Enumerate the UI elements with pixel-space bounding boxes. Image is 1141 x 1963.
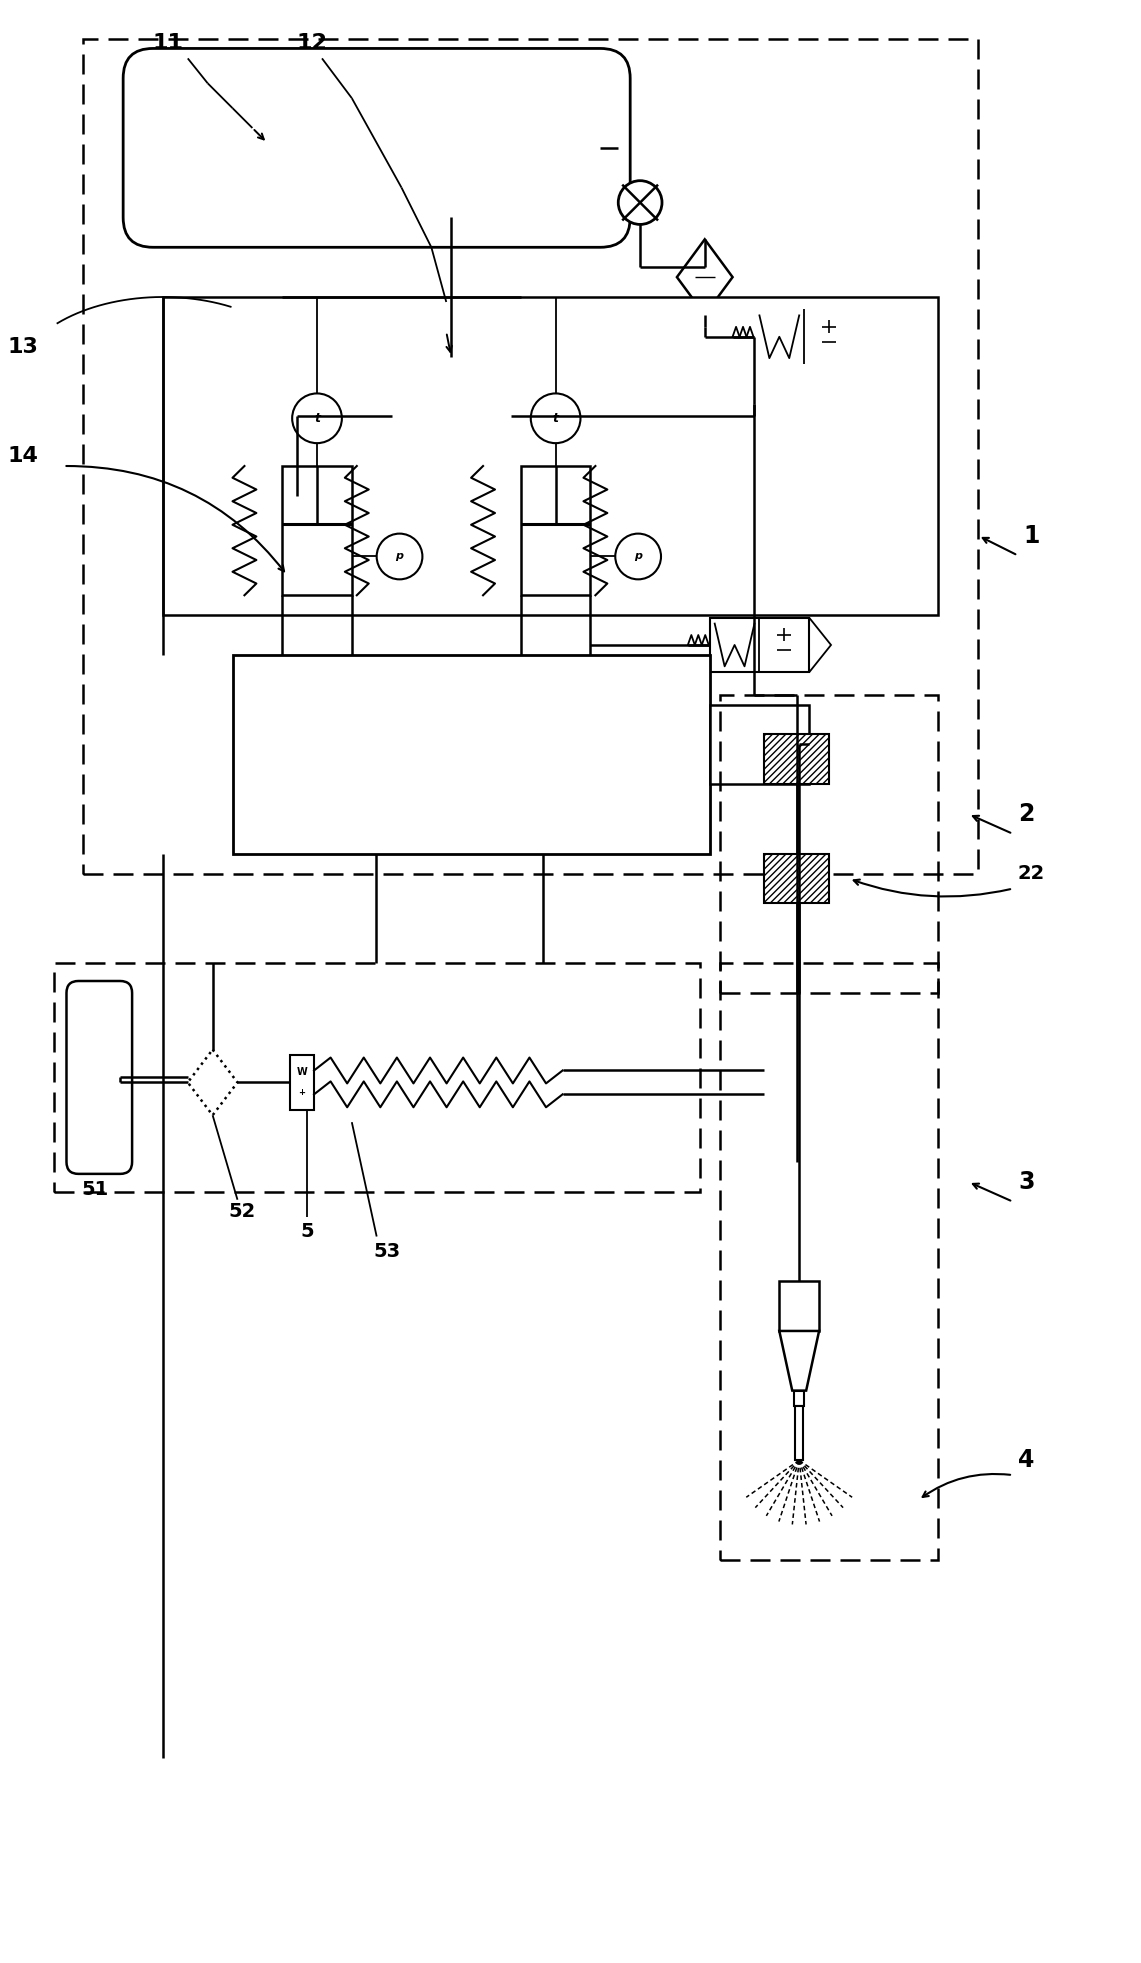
Text: 13: 13	[8, 338, 39, 357]
Polygon shape	[290, 1054, 314, 1111]
Polygon shape	[795, 1406, 803, 1460]
Text: 22: 22	[1018, 864, 1045, 883]
Circle shape	[377, 534, 422, 579]
Text: 12: 12	[297, 33, 327, 53]
Text: p: p	[634, 552, 642, 561]
Circle shape	[615, 534, 661, 579]
Polygon shape	[779, 1282, 819, 1331]
Text: t: t	[552, 412, 559, 424]
Circle shape	[618, 181, 662, 224]
Circle shape	[391, 357, 511, 475]
Circle shape	[292, 393, 342, 444]
Polygon shape	[754, 310, 853, 363]
Text: 5: 5	[300, 1223, 314, 1241]
Text: 2: 2	[1018, 803, 1034, 826]
Polygon shape	[710, 705, 809, 783]
Text: 52: 52	[229, 1201, 256, 1221]
Text: W: W	[297, 1068, 307, 1078]
Polygon shape	[764, 734, 830, 783]
Text: 4: 4	[1018, 1449, 1034, 1472]
Polygon shape	[163, 296, 938, 614]
Polygon shape	[282, 465, 351, 595]
Text: +: +	[299, 1088, 306, 1097]
Polygon shape	[423, 385, 489, 448]
FancyBboxPatch shape	[66, 982, 132, 1174]
Polygon shape	[764, 854, 830, 903]
Text: 53: 53	[373, 1243, 400, 1260]
Text: 3: 3	[1018, 1170, 1035, 1194]
Polygon shape	[233, 656, 710, 854]
Polygon shape	[779, 1331, 819, 1390]
Text: 51: 51	[81, 1180, 108, 1199]
Text: 14: 14	[8, 446, 39, 465]
Text: p: p	[396, 552, 404, 561]
Text: t: t	[314, 412, 319, 424]
Polygon shape	[710, 618, 809, 671]
Polygon shape	[809, 618, 831, 671]
Polygon shape	[853, 310, 876, 363]
FancyBboxPatch shape	[123, 49, 630, 247]
Polygon shape	[794, 1390, 804, 1406]
Circle shape	[531, 393, 581, 444]
Text: 11: 11	[153, 33, 184, 53]
Polygon shape	[520, 465, 590, 595]
Text: 1: 1	[1022, 524, 1039, 548]
